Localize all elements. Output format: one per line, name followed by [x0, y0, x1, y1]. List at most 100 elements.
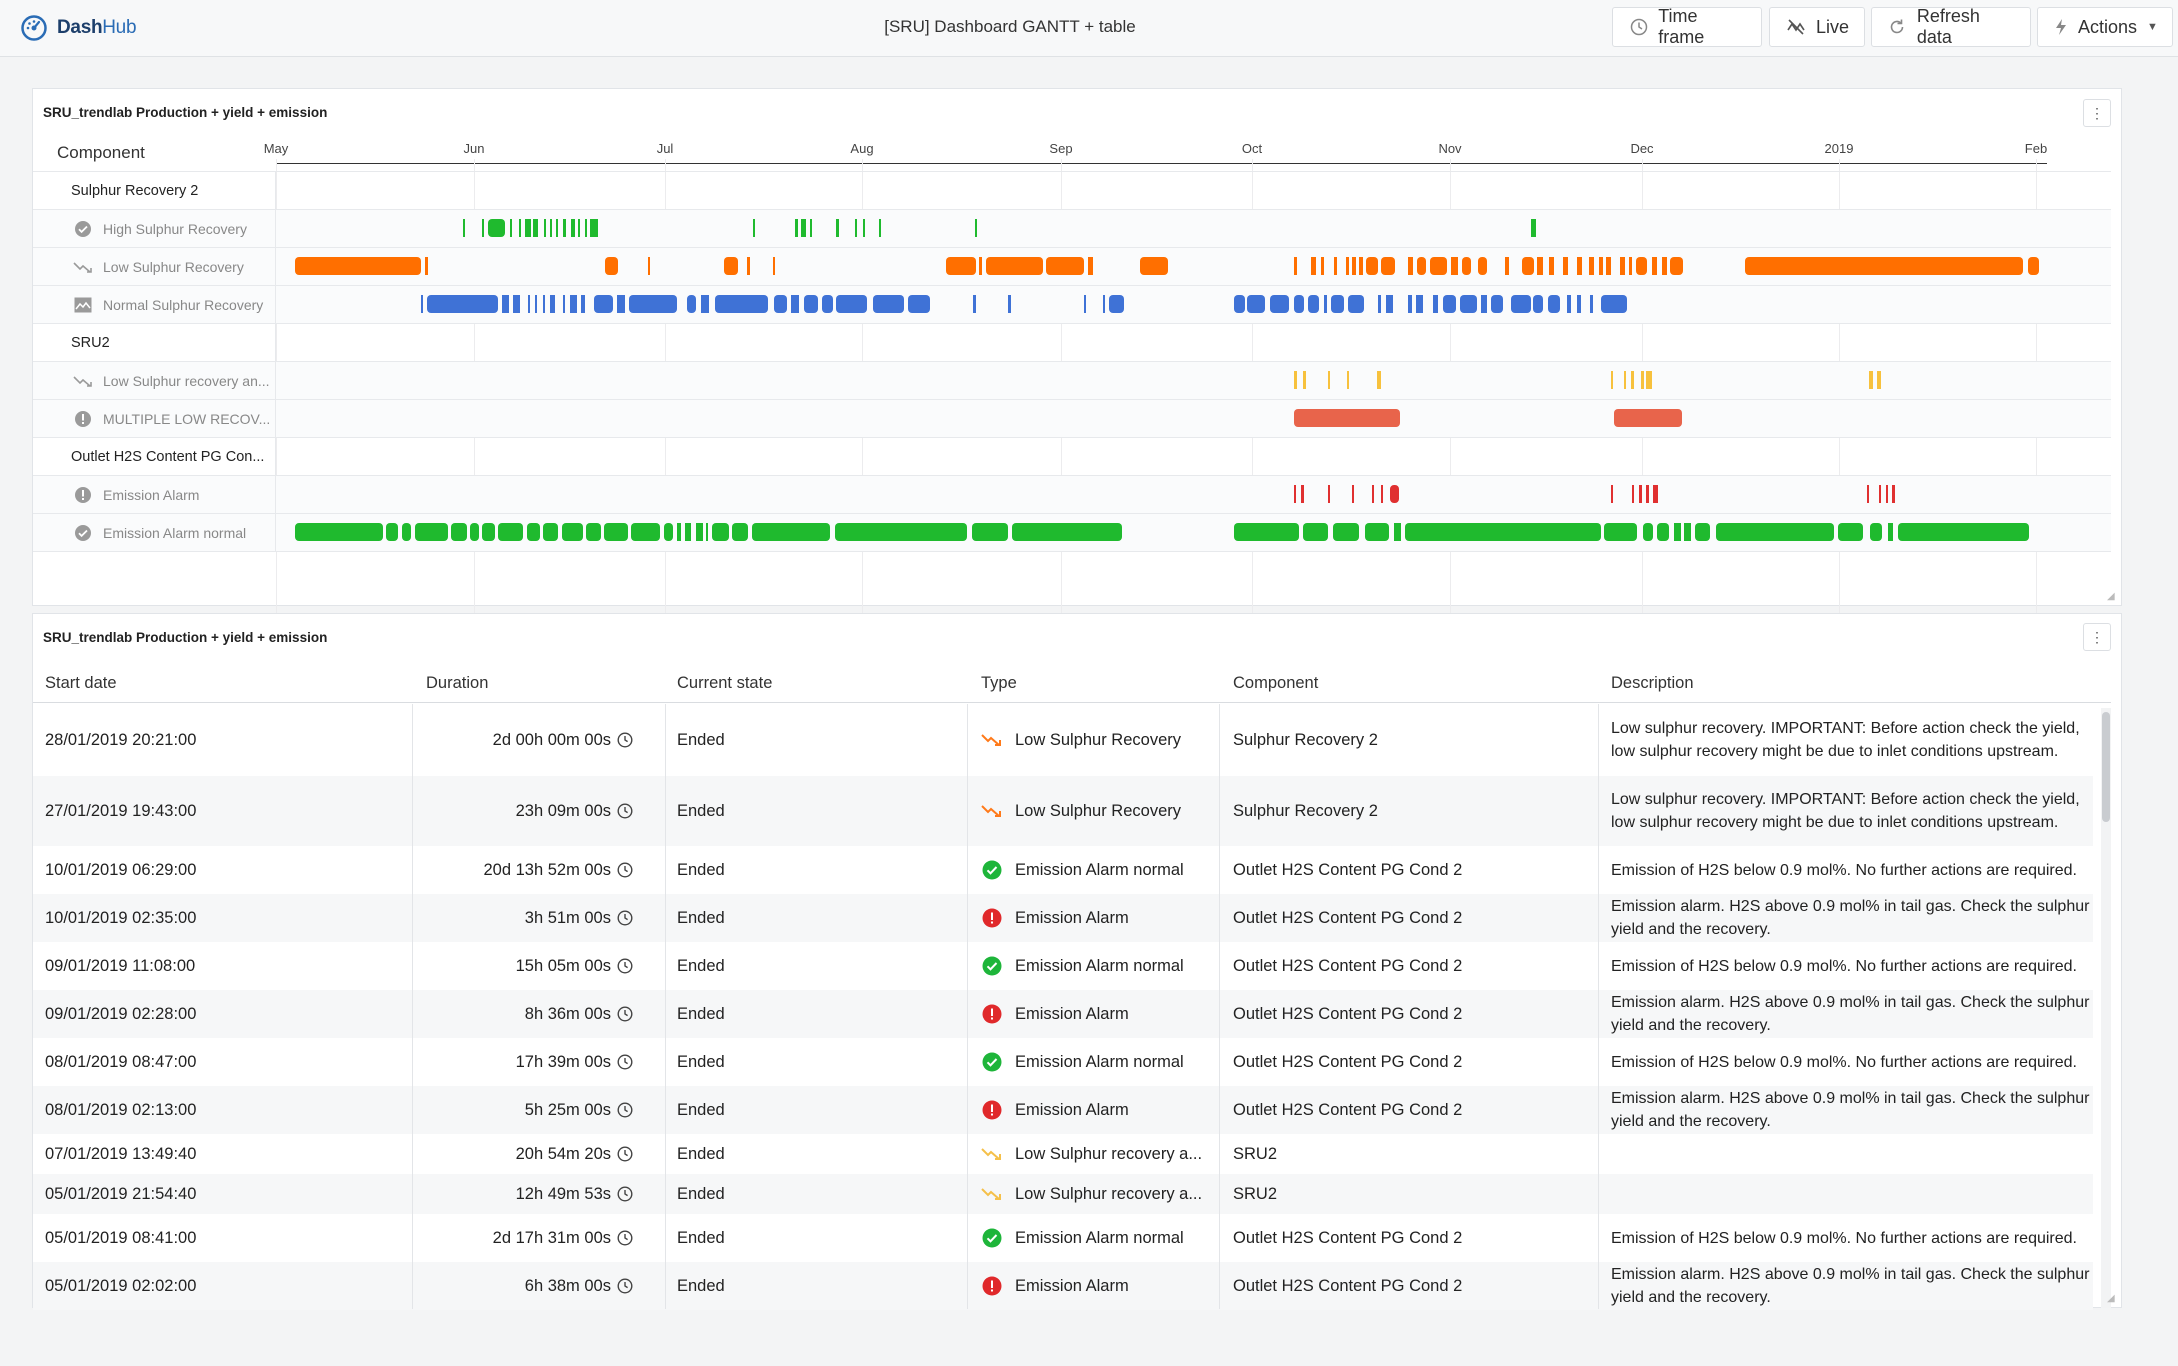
gantt-bar[interactable] — [386, 523, 398, 541]
gantt-bar[interactable] — [1234, 295, 1245, 313]
gantt-bar[interactable] — [1381, 257, 1395, 275]
gantt-bar[interactable] — [1433, 295, 1438, 313]
gantt-bar[interactable] — [791, 295, 799, 313]
gantt-bar[interactable] — [527, 523, 540, 541]
resize-handle-icon[interactable]: ◢ — [2107, 591, 2115, 602]
gantt-bar[interactable] — [563, 219, 566, 237]
gantt-bar[interactable] — [427, 295, 498, 313]
gantt-bar[interactable] — [1372, 485, 1374, 503]
gantt-bar[interactable] — [543, 295, 545, 313]
gantt-bar[interactable] — [747, 257, 750, 275]
gantt-bar[interactable] — [1537, 257, 1543, 275]
gantt-bar[interactable] — [594, 295, 613, 313]
table-row[interactable]: 10/01/2019 02:35:00 3h 51m 00s Ended Emissi… — [33, 894, 2093, 942]
gantt-bar[interactable] — [1870, 523, 1882, 541]
gantt-bar[interactable] — [571, 219, 575, 237]
table-row[interactable]: 28/01/2019 20:21:00 2d 00h 00m 00s Ended Lo… — [33, 704, 2093, 776]
gantt-bar[interactable] — [1646, 371, 1652, 389]
gantt-bar[interactable] — [1652, 257, 1657, 275]
gantt-bar[interactable] — [648, 257, 650, 275]
gantt-bar[interactable] — [1611, 485, 1613, 503]
gantt-bar[interactable] — [1604, 523, 1637, 541]
gantt-bar[interactable] — [562, 523, 583, 541]
gantt-bar[interactable] — [873, 295, 904, 313]
gantt-bar[interactable] — [1879, 485, 1881, 503]
gantt-bar[interactable] — [1511, 295, 1531, 313]
gantt-bar[interactable] — [482, 523, 495, 541]
gantt-bar[interactable] — [1601, 295, 1627, 313]
gantt-bar[interactable] — [1632, 485, 1634, 503]
table-scrollbar[interactable] — [2101, 708, 2111, 1308]
gantt-bar[interactable] — [631, 523, 660, 541]
gantt-bar[interactable] — [1294, 295, 1304, 313]
gantt-bar[interactable] — [1662, 257, 1667, 275]
gantt-bar[interactable] — [1886, 485, 1888, 503]
gantt-bar[interactable] — [604, 523, 628, 541]
gantt-bar[interactable] — [1346, 257, 1349, 275]
gantt-bar[interactable] — [1359, 257, 1363, 275]
gantt-bar[interactable] — [1460, 295, 1477, 313]
gantt-bar[interactable] — [1838, 523, 1863, 541]
gantt-bar[interactable] — [1653, 485, 1658, 503]
column-header-duration[interactable]: Duration — [426, 674, 489, 692]
gantt-bar[interactable] — [664, 523, 673, 541]
gantt-bar[interactable] — [986, 257, 1043, 275]
gantt-bar[interactable] — [1478, 257, 1487, 275]
gantt-bar[interactable] — [753, 219, 755, 237]
gantt-bar[interactable] — [617, 295, 625, 313]
gantt-bar[interactable] — [502, 295, 509, 313]
gantt-bar[interactable] — [570, 295, 577, 313]
table-row[interactable]: 05/01/2019 21:54:40 12h 49m 53s Ended Low S… — [33, 1174, 2093, 1214]
gantt-bar[interactable] — [973, 295, 976, 313]
resize-handle-icon[interactable]: ◢ — [2107, 1293, 2115, 1304]
gantt-bar[interactable] — [556, 219, 558, 237]
gantt-bar[interactable] — [1294, 371, 1297, 389]
gantt-bar[interactable] — [1294, 485, 1296, 503]
gantt-bar[interactable] — [1599, 257, 1603, 275]
gantt-row[interactable]: Normal Sulphur Recovery — [33, 285, 2111, 324]
gantt-bar[interactable] — [585, 219, 587, 237]
gantt-bar[interactable] — [402, 523, 411, 541]
gantt-bar[interactable] — [1888, 523, 1893, 541]
gantt-bar[interactable] — [706, 523, 708, 541]
gantt-bar[interactable] — [835, 523, 967, 541]
gantt-bar[interactable] — [470, 523, 479, 541]
gantt-bar[interactable] — [1417, 257, 1426, 275]
gantt-bar[interactable] — [1334, 257, 1337, 275]
gantt-bar[interactable] — [1620, 257, 1625, 275]
table-row[interactable]: 07/01/2019 13:49:40 20h 54m 20s Ended Low S… — [33, 1134, 2093, 1174]
gantt-bar[interactable] — [1548, 295, 1560, 313]
refresh-data-button[interactable]: Refresh data — [1871, 6, 2031, 47]
gantt-bar[interactable] — [1301, 485, 1304, 503]
gantt-bar[interactable] — [544, 219, 546, 237]
gantt-bar[interactable] — [1491, 295, 1503, 313]
column-header-start-date[interactable]: Start date — [45, 674, 117, 692]
gantt-bar[interactable] — [795, 219, 798, 237]
column-header-description[interactable]: Description — [1611, 674, 1694, 692]
gantt-bar[interactable] — [1394, 523, 1401, 541]
gantt-bar[interactable] — [1046, 257, 1084, 275]
gantt-bar[interactable] — [863, 219, 865, 237]
gantt-bar[interactable] — [1324, 295, 1327, 313]
gantt-row[interactable]: Sulphur Recovery 2 — [33, 171, 2111, 210]
gantt-bar[interactable] — [1308, 295, 1319, 313]
gantt-bar[interactable] — [1443, 295, 1456, 313]
gantt-bar[interactable] — [1641, 371, 1644, 389]
gantt-bar[interactable] — [1716, 523, 1834, 541]
gantt-bar[interactable] — [1294, 409, 1400, 427]
gantt-bar[interactable] — [1390, 485, 1399, 503]
gantt-row[interactable]: High Sulphur Recovery — [33, 209, 2111, 248]
gantt-bar[interactable] — [1321, 257, 1324, 275]
column-header-type[interactable]: Type — [981, 674, 1017, 692]
gantt-bar[interactable] — [451, 523, 467, 541]
gantt-bar[interactable] — [550, 219, 552, 237]
gantt-bar[interactable] — [801, 219, 806, 237]
gantt-bar[interactable] — [1328, 371, 1330, 389]
gantt-bar[interactable] — [879, 219, 881, 237]
gantt-bar[interactable] — [836, 295, 867, 313]
gantt-bar[interactable] — [773, 257, 775, 275]
gantt-bar[interactable] — [1867, 485, 1869, 503]
gantt-bar[interactable] — [2028, 257, 2039, 275]
gantt-bar[interactable] — [1646, 485, 1649, 503]
gantt-bar[interactable] — [498, 523, 523, 541]
